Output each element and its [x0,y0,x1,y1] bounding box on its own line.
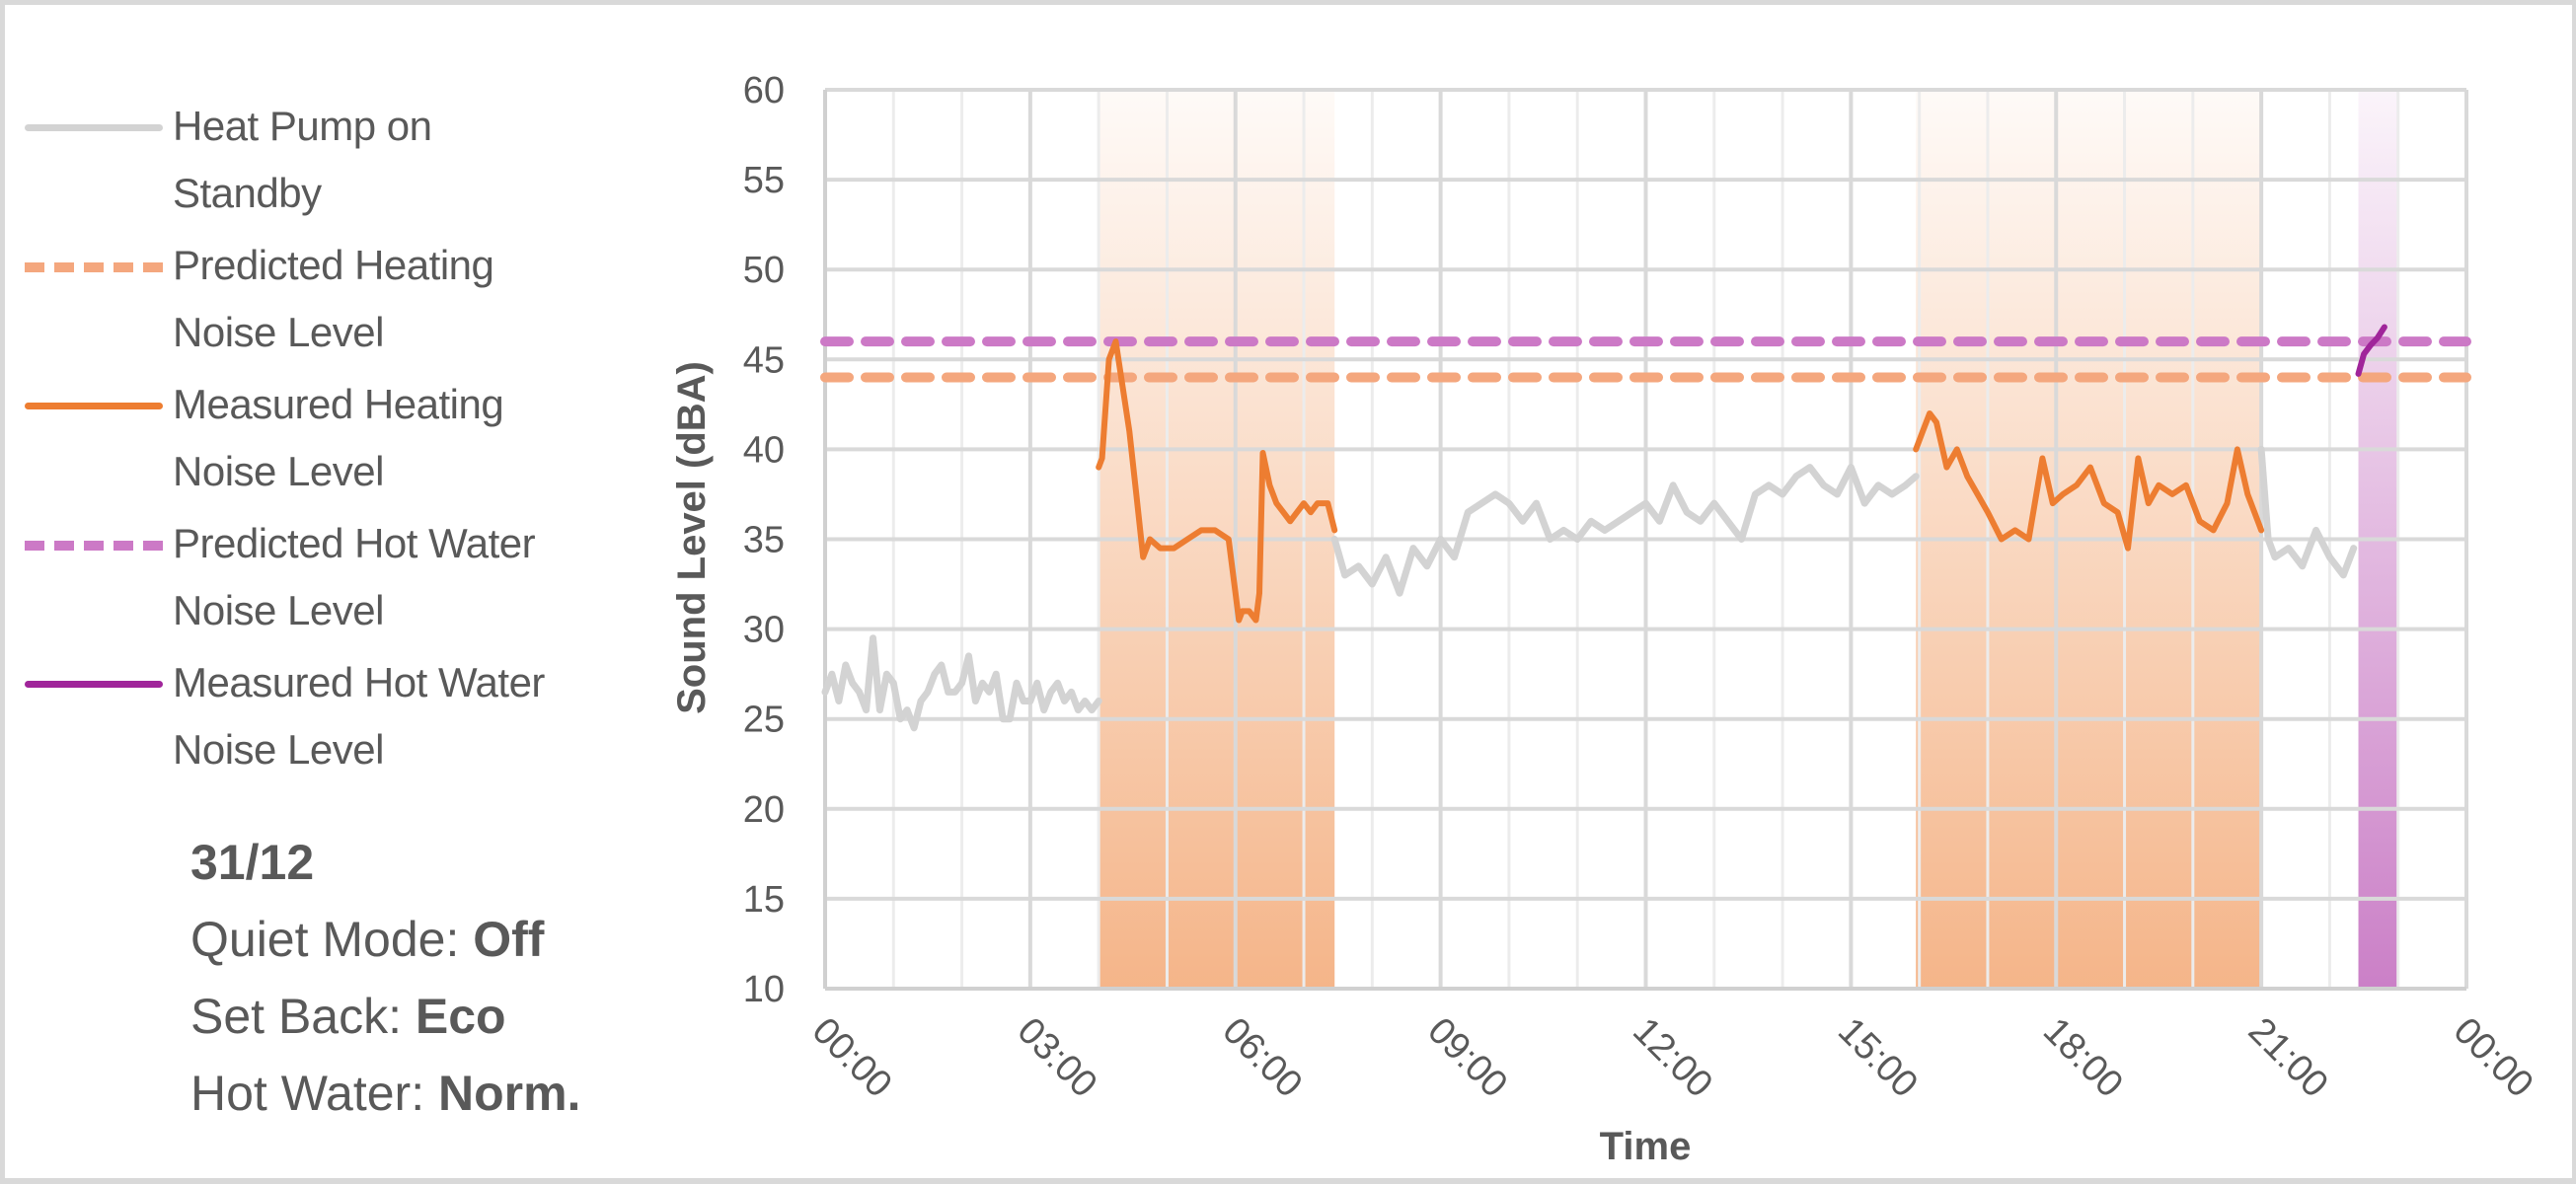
quiet-mode-label: Quiet Mode: [190,912,474,967]
set-back-value: Eco [415,989,506,1044]
x-tick-label: 21:00 [2240,1010,2336,1106]
x-tick-label: 03:00 [1010,1010,1105,1106]
legend-label: Predicted Hot Water Noise Level [173,520,536,633]
data-series [820,324,2471,732]
predicted-heating-dash-swatch-icon [25,262,163,272]
measured-hot-water-noise-level-line [2355,324,2387,377]
settings-info: 31/12 Quiet Mode: Off Set Back: Eco Hot … [190,824,580,1132]
x-tick-label: 15:00 [1830,1010,1926,1106]
y-tick-label: 50 [743,250,785,291]
quiet-mode-value: Off [473,912,545,967]
y-tick-label: 25 [743,700,785,741]
measured-heating-noise-level-line [1096,338,1338,624]
x-axis-title: Time [1600,1125,1692,1168]
y-axis-title: Sound Level (dBA) [670,361,714,714]
legend-label: Measured Hot Water Noise Level [173,659,545,773]
heat-pump-on-standby-line [2257,445,2358,579]
y-tick-label: 15 [743,879,785,921]
y-tick-label: 60 [743,70,785,111]
x-axis-ticks: 00:00 03:00 06:00 09:00 12:00 15:00 18:00 21:00… [804,1010,2541,1106]
hot-water-row: Hot Water: Norm. [190,1055,580,1132]
hot-water-value: Norm. [437,1066,581,1121]
y-tick-label: 30 [743,610,785,651]
date-label: 31/12 [190,835,315,890]
y-axis-ticks: 60 55 50 45 40 35 30 25 20 15 10 [743,70,785,1010]
x-tick-label: 06:00 [1214,1010,1310,1106]
x-tick-label: 18:00 [2035,1010,2131,1106]
y-tick-label: 55 [743,160,785,201]
y-tick-label: 10 [743,969,785,1010]
y-tick-label: 35 [743,520,785,561]
set-back-label: Set Back: [190,989,416,1044]
legend-label: Measured Heating Noise Level [173,381,504,494]
set-back-row: Set Back: Eco [190,978,580,1055]
legend-label: Predicted Heating Noise Level [173,242,494,355]
x-tick-label: 00:00 [804,1010,900,1106]
x-tick-label: 00:00 [2446,1010,2541,1106]
measured-heating-noise-level-line [1913,410,2265,552]
legend-label: Heat Pump on Standby [173,103,432,216]
measured-hot-water-line-swatch-icon [25,681,163,688]
x-tick-label: 09:00 [1419,1010,1515,1106]
x-tick-label: 12:00 [1625,1010,1720,1106]
predicted-hot-water-dash-swatch-icon [25,541,163,551]
gridlines [823,88,2468,991]
hot-water-label: Hot Water: [190,1066,438,1121]
quiet-mode-row: Quiet Mode: Off [190,901,580,978]
y-tick-label: 40 [743,429,785,471]
y-tick-label: 20 [743,789,785,831]
heat-pump-on-standby-line [1330,464,1920,597]
measured-heating-line-swatch-icon [25,403,163,409]
heat-pump-on-standby-line [821,634,1102,732]
standby-line-swatch-icon [25,124,163,131]
y-tick-label: 45 [743,339,785,381]
